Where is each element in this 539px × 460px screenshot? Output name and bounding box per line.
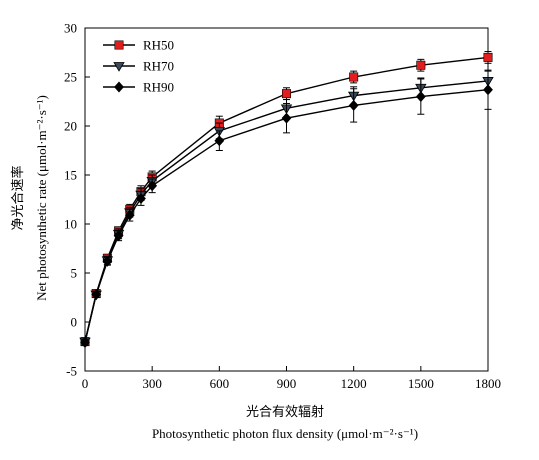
legend: RH50 RH70 RH90 (103, 38, 174, 95)
data-point (91, 289, 102, 301)
x-tick-label: 300 (142, 376, 162, 391)
x-tick-label: 900 (277, 376, 297, 391)
data-point (348, 99, 359, 111)
x-axis-title-cn: 光合有效辐射 (246, 404, 324, 419)
series-line (84, 89, 489, 343)
axes: 0 300 600 900 1200 1500 1800 -5 0 5 10 15 20 25 30 (64, 21, 501, 392)
legend-label: RH50 (143, 38, 174, 53)
data-point (415, 91, 426, 103)
y-tick-label: 30 (64, 21, 77, 36)
legend-marker (113, 62, 125, 72)
data-point (136, 193, 146, 204)
data-point (281, 112, 292, 124)
legend-label: RH90 (143, 80, 174, 95)
y-tick-label: 25 (64, 70, 77, 85)
x-tick-label: 1800 (475, 376, 501, 391)
legend-item-rh70: RH70 (103, 59, 174, 74)
series-rh90 (80, 69, 493, 349)
y-tick-label: 10 (64, 217, 77, 232)
legend-marker (114, 40, 124, 50)
y-axis-title-cn: 净光合速率 (10, 165, 25, 230)
y-tick-label: 15 (64, 168, 77, 183)
x-axis-title: Photosynthetic photon flux density (μmol… (152, 426, 418, 441)
y-tick-label: 5 (71, 266, 78, 281)
data-point (80, 337, 90, 349)
x-tick-label: 1200 (341, 376, 367, 391)
legend-item-rh90: RH90 (103, 80, 174, 95)
y-tick-label: 0 (71, 315, 78, 330)
data-point (124, 209, 135, 221)
y-tick-label: 20 (64, 119, 77, 134)
data-point (483, 84, 493, 96)
y-tick-label: -5 (66, 364, 77, 379)
x-tick-label: 1500 (408, 376, 434, 391)
legend-marker (114, 81, 124, 93)
data-point (113, 230, 124, 242)
legend-item-rh50: RH50 (103, 38, 174, 53)
x-tick-label: 0 (82, 376, 89, 391)
y-axis-title: Net photosynthetic rate (μmol·m⁻²·s⁻¹) (34, 95, 49, 301)
data-point (214, 135, 225, 147)
data-point (483, 52, 493, 62)
legend-label: RH70 (143, 59, 174, 74)
x-tick-label: 600 (210, 376, 230, 391)
series-layer (79, 51, 494, 349)
data-point (416, 60, 426, 70)
data-point (281, 89, 291, 99)
data-point (147, 180, 158, 192)
data-point (349, 72, 359, 82)
data-point (102, 255, 113, 267)
